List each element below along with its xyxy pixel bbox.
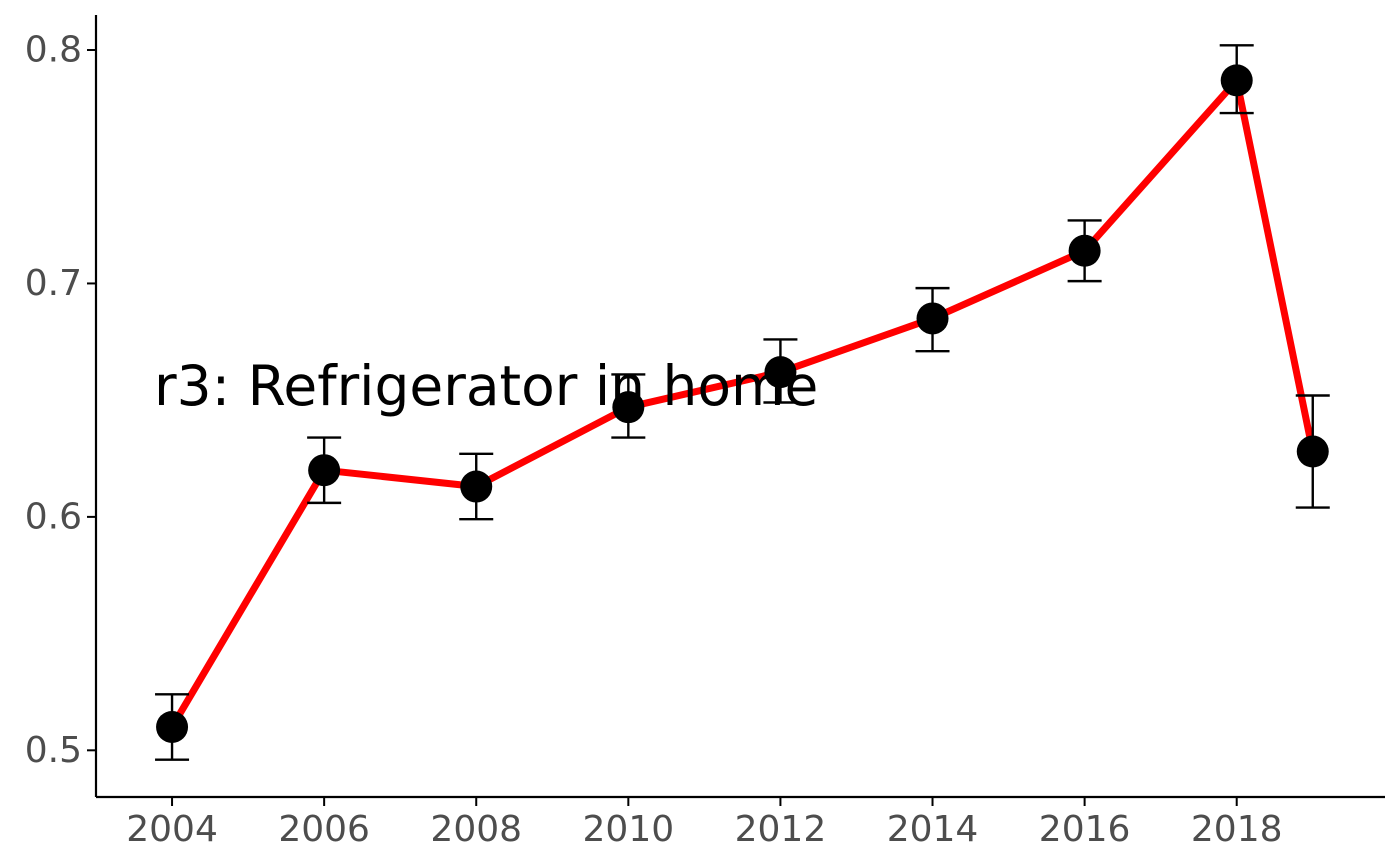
chart-annotation: r3: Refrigerator in home [154,354,818,418]
x-tick-label: 2008 [430,809,522,850]
axes: 0.5 0.6 0.7 0.8 2004 2006 2008 2010 2012 2014 2016… [25,15,1385,850]
data-point [916,302,949,335]
x-tick-label: 2018 [1191,809,1283,850]
plot-area: r3: Refrigerator in home [154,44,1330,761]
y-tick-label: 0.7 [25,263,82,304]
data-point [156,710,189,743]
data-point [612,391,645,424]
data-point [1220,64,1253,97]
data-point [308,454,341,487]
x-tick-label: 2012 [735,809,827,850]
x-tick-label: 2010 [583,809,675,850]
data-point [764,356,797,389]
y-tick-label: 0.5 [25,730,82,771]
data-point-layer [156,64,1329,743]
data-point [460,470,493,503]
x-tick-label: 2006 [278,809,370,850]
data-point [1068,234,1101,267]
y-tick-label: 0.8 [25,30,82,71]
x-tick-label: 2014 [887,809,979,850]
x-tick-label: 2004 [126,809,218,850]
x-tick-label: 2016 [1039,809,1131,850]
y-tick-label: 0.6 [25,496,82,537]
data-point [1296,435,1329,468]
